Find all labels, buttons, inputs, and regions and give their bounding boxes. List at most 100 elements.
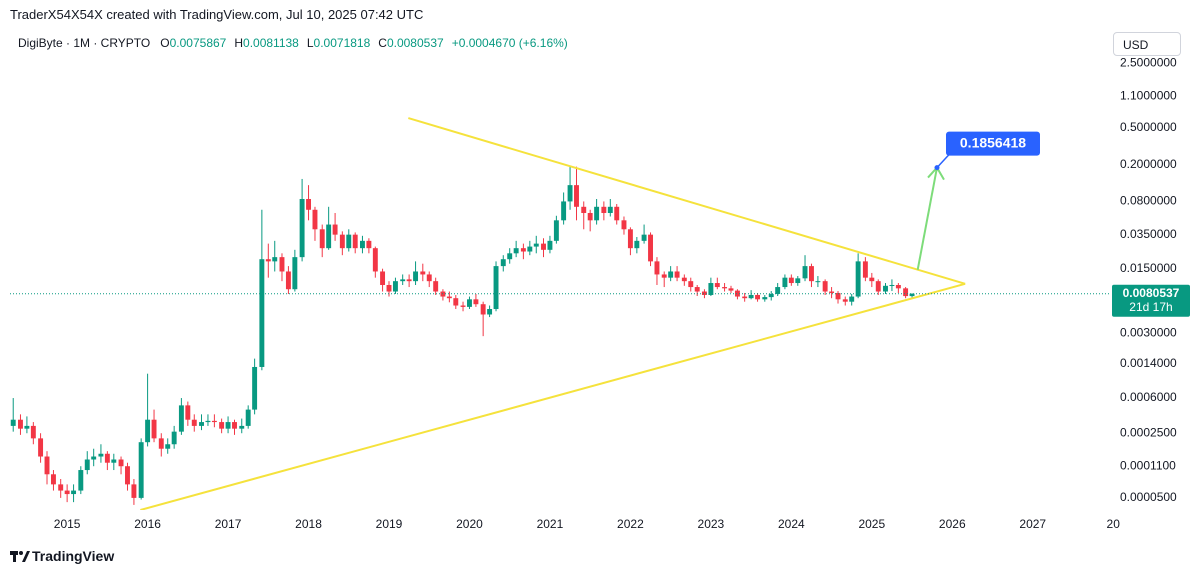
y-tick-label: 0.0030000 [1120,326,1177,340]
candle-body [131,484,137,498]
candle-body [561,201,567,221]
x-tick-label: 2021 [537,517,564,531]
candle-body [668,271,674,278]
ohlc-label: H [234,36,244,50]
ohlc-value: 0.0071818 [313,36,371,50]
candle-body [895,284,901,289]
legend: DigiByte · 1M · CRYPTO O 0.0075867 H 0.008… [18,36,576,50]
candle-body [332,224,338,235]
candle-body [849,296,855,302]
candle-body [352,234,358,249]
candle-body [567,185,573,202]
candle-body [661,274,667,278]
candle-body [533,243,539,247]
candle-body [768,293,774,298]
candle-body [380,271,386,285]
currency-button[interactable]: USD [1113,32,1181,56]
candle-body [366,240,372,249]
candle-body [145,419,151,443]
candle-body [909,293,915,297]
candle-body [627,229,633,249]
candle-body [44,456,50,475]
candle-body [782,277,788,288]
y-tick-label: 0.0800000 [1120,194,1177,208]
candle-body [869,277,875,282]
candle-body [433,281,439,292]
candle-body [607,206,613,213]
candle-body [118,459,124,467]
candle-body [359,240,365,249]
candle-body [815,281,821,283]
candle-body [829,291,835,293]
candle-body [460,305,466,307]
candle-body [306,198,311,210]
candle-body [178,405,184,432]
candle-body [755,294,761,300]
ohlc-label: O [160,36,170,50]
candle-body [641,234,647,241]
candle-body [17,419,23,429]
projection-label: 0.1856418 [960,134,1026,150]
x-tick-label: 2027 [1019,517,1046,531]
candle-body [64,490,70,495]
candle-body [835,292,841,300]
candle-body [446,296,452,299]
candle-body [674,271,680,278]
candle-body [614,206,620,221]
x-tick-label: 2022 [617,517,644,531]
y-tick-label: 0.0002500 [1120,425,1177,439]
candle-body [292,257,298,290]
y-tick-label: 0.2000000 [1120,157,1177,171]
candle-body [98,453,104,457]
x-tick-label: 2015 [54,517,81,531]
candle-body [762,297,768,300]
candle-body [809,266,814,282]
candle-body [225,422,231,429]
candle-body [151,419,157,439]
y-tick-label: 0.0350000 [1120,227,1177,241]
candle-body [507,253,513,260]
symbol: DigiByte · 1M · CRYPTO [18,36,151,50]
ohlc-label: C [378,36,387,50]
candle-body [426,274,432,282]
candle-body [91,456,97,460]
candle-body [621,220,627,230]
candle-body [594,206,600,221]
candle-body [299,198,305,258]
candle-body [372,248,378,272]
x-tick-label: 2016 [134,517,161,531]
projection-arrow [916,167,938,270]
price-label: 0.0080537 [1123,286,1180,300]
candle-body [883,285,888,292]
ohlc-label: L [306,36,314,50]
ohlc-value: 0.0081138 [243,36,299,50]
candle-body [862,261,868,278]
trendline [408,117,966,285]
candle-body [802,266,808,279]
candle-body [50,474,56,485]
brand: TradingView [32,548,115,564]
candle-body [581,206,587,213]
candle-body [346,234,352,249]
candle-body [24,425,30,429]
candle-body [453,298,459,306]
candle-body [487,309,493,315]
candle-body [775,287,781,294]
candle-body [681,277,687,282]
candle-body [842,299,848,302]
candle-body [165,444,171,449]
x-tick-label: 2023 [698,517,725,531]
x-tick-label: 2026 [939,517,966,531]
candle-body [574,185,579,207]
candle-body [58,484,64,491]
candle-body [279,257,285,272]
candle-body [822,281,828,292]
y-tick-label: 0.0150000 [1120,261,1177,275]
x-tick-label: 2025 [858,517,885,531]
x-tick-label: 2018 [295,517,322,531]
candle-body [734,290,740,297]
candle-body [78,470,84,491]
candle-body [527,246,533,252]
y-tick-label: 0.0006000 [1120,390,1177,404]
candle-body [541,243,546,250]
